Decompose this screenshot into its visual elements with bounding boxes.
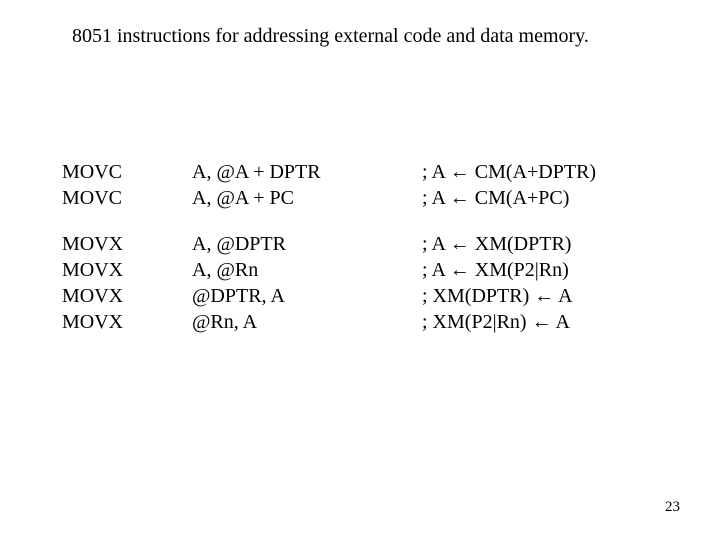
operands-cell: A, @A + DPTR	[192, 160, 422, 185]
operands-cell: A, @Rn	[192, 258, 422, 283]
left-arrow-icon: ←	[532, 310, 552, 335]
comment-cell: ; A ← CM(A+PC)	[422, 186, 662, 211]
comment-prefix: ; A	[422, 259, 450, 281]
comment-suffix: XM(P2|Rn)	[470, 259, 569, 281]
comment-suffix: CM(A+PC)	[470, 187, 570, 209]
comment-cell: ; A ← XM(DPTR)	[422, 232, 662, 257]
left-arrow-icon: ←	[450, 160, 470, 185]
mnemonic-cell: MOVC	[62, 160, 192, 185]
comment-prefix: ; A	[422, 233, 450, 255]
table-row: MOVX A, @DPTR ; A ← XM(DPTR)	[62, 232, 662, 258]
mnemonic-cell: MOVX	[62, 258, 192, 283]
comment-prefix: ; XM(P2|Rn)	[422, 311, 532, 333]
comment-prefix: ; A	[422, 187, 450, 209]
comment-cell: ; A ← CM(A+DPTR)	[422, 160, 662, 185]
comment-prefix: ; XM(DPTR)	[422, 285, 534, 307]
table-row: MOVX @Rn, A ; XM(P2|Rn) ← A	[62, 310, 662, 336]
mnemonic-cell: MOVX	[62, 284, 192, 309]
page-number: 23	[665, 499, 680, 516]
comment-suffix: A	[554, 285, 572, 307]
slide-page: 8051 instructions for addressing externa…	[0, 0, 720, 540]
group-gap	[62, 212, 662, 232]
mnemonic-cell: MOVC	[62, 186, 192, 211]
operands-cell: A, @A + PC	[192, 186, 422, 211]
comment-cell: ; A ← XM(P2|Rn)	[422, 258, 662, 283]
operands-cell: @DPTR, A	[192, 284, 422, 309]
operands-cell: @Rn, A	[192, 310, 422, 335]
mnemonic-cell: MOVX	[62, 232, 192, 257]
left-arrow-icon: ←	[450, 258, 470, 283]
comment-suffix: XM(DPTR)	[470, 233, 572, 255]
left-arrow-icon: ←	[450, 232, 470, 257]
comment-cell: ; XM(P2|Rn) ← A	[422, 310, 662, 335]
comment-suffix: A	[552, 311, 570, 333]
table-row: MOVC A, @A + PC ; A ← CM(A+PC)	[62, 186, 662, 212]
comment-prefix: ; A	[422, 161, 450, 183]
left-arrow-icon: ←	[534, 284, 554, 309]
table-row: MOVC A, @A + DPTR ; A ← CM(A+DPTR)	[62, 160, 662, 186]
comment-cell: ; XM(DPTR) ← A	[422, 284, 662, 309]
operands-cell: A, @DPTR	[192, 232, 422, 257]
slide-title: 8051 instructions for addressing externa…	[72, 24, 632, 49]
table-row: MOVX A, @Rn ; A ← XM(P2|Rn)	[62, 258, 662, 284]
instruction-table: MOVC A, @A + DPTR ; A ← CM(A+DPTR) MOVC …	[62, 160, 662, 336]
mnemonic-cell: MOVX	[62, 310, 192, 335]
comment-suffix: CM(A+DPTR)	[470, 161, 596, 183]
left-arrow-icon: ←	[450, 186, 470, 211]
table-row: MOVX @DPTR, A ; XM(DPTR) ← A	[62, 284, 662, 310]
